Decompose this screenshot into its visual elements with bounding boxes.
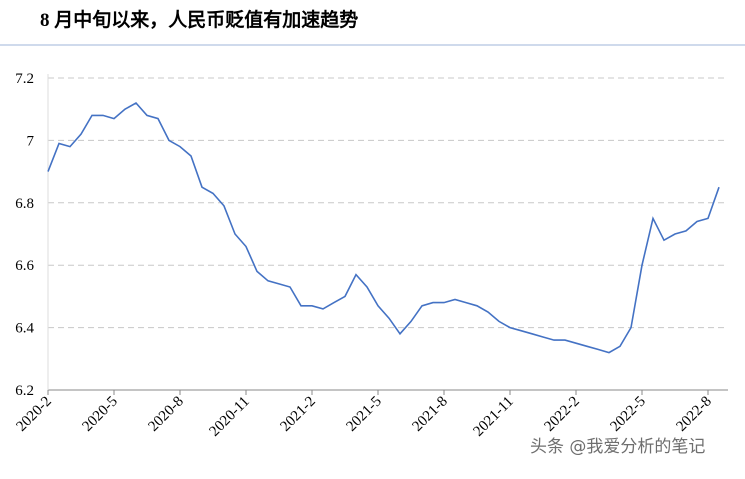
y-tick-label: 7 xyxy=(27,133,35,149)
series-line xyxy=(47,101,720,354)
x-tick-label: 2020-11 xyxy=(207,394,253,440)
x-tick-label: 2022-8 xyxy=(673,394,714,435)
y-tick-label: 6.2 xyxy=(15,383,34,399)
x-tick-label: 2022-5 xyxy=(607,394,648,435)
y-tick-label: 6.4 xyxy=(15,321,34,337)
x-tick-label: 2021-2 xyxy=(277,394,318,435)
y-tick-label: 6.8 xyxy=(15,196,34,212)
x-tick-label: 2022-2 xyxy=(541,394,582,435)
x-tick-label: 2020-5 xyxy=(79,394,120,435)
watermark: 头条 @我爱分析的笔记 xyxy=(530,437,705,457)
x-tick-label: 2021-11 xyxy=(471,394,517,440)
x-tick-label: 2020-2 xyxy=(13,394,54,435)
y-tick-label: 7.2 xyxy=(15,71,34,87)
x-tick-label: 2021-8 xyxy=(409,394,450,435)
x-tick-label: 2020-8 xyxy=(145,394,186,435)
y-tick-label: 6.6 xyxy=(15,258,34,274)
chart-title: 8 月中旬以来，人民币贬值有加速趋势 xyxy=(40,8,358,31)
x-tick-label: 2021-5 xyxy=(343,394,384,435)
